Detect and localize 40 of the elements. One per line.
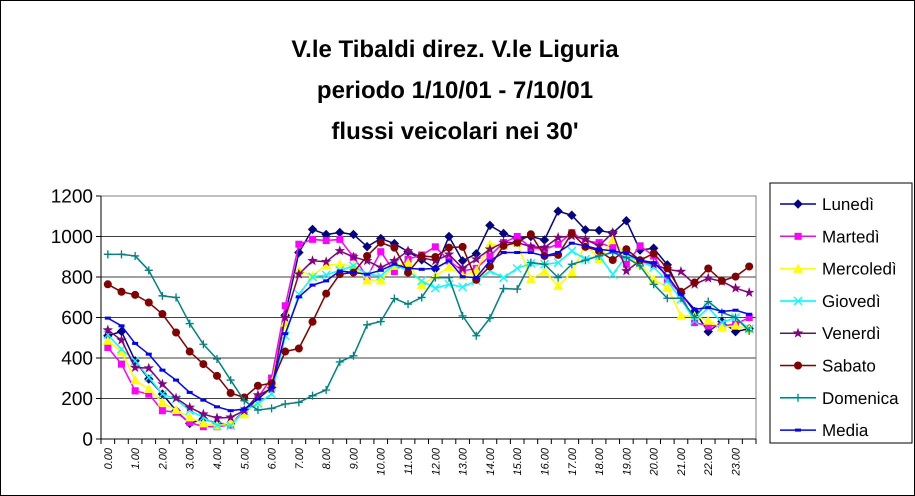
x-tick-label: 21.00: [676, 447, 688, 477]
legend-label: Giovedì: [822, 292, 881, 311]
y-tick-label: 0: [82, 430, 93, 451]
x-tick-label: 16.00: [539, 447, 552, 476]
x-tick-label: 7.00: [294, 447, 306, 470]
x-tick-label: 20.00: [648, 447, 661, 477]
x-tick-label: 2.00: [157, 447, 170, 470]
x-tick-label: 8.00: [321, 447, 334, 470]
y-tick-label: 1200: [50, 186, 93, 208]
x-tick-label: 3.00: [184, 447, 197, 470]
x-tick-label: 4.00: [212, 447, 224, 470]
y-tick-label: 400: [61, 348, 93, 370]
x-tick-label: 0.00: [102, 447, 115, 470]
x-tick-label: 9.00: [348, 447, 360, 470]
y-tick-label: 200: [61, 389, 93, 410]
y-tick-label: 600: [61, 308, 93, 330]
x-tick-label: 17.00: [566, 447, 579, 476]
y-tick-label: 800: [61, 268, 93, 289]
chart-title: V.le Tibaldi direz. V.le Liguria periodo 1/10/01 - 7/10/01 flussi veicolari nei 30': [291, 36, 620, 145]
legend-label: Domenica: [822, 388, 900, 408]
x-tick-label: 23.00: [730, 447, 743, 477]
legend-label: Sabato: [822, 356, 876, 376]
x-tick-label: 19.00: [621, 447, 634, 476]
legend-label: Lunedì: [822, 194, 874, 214]
x-tick-label: 1.00: [130, 447, 142, 470]
legend-label: Venerdì: [822, 324, 881, 344]
legend-label: Martedì: [822, 227, 880, 246]
x-tick-label: 5.00: [239, 447, 252, 470]
y-tick-label: 1000: [50, 227, 93, 248]
x-tick-label: 12.00: [430, 447, 442, 476]
x-tick-label: 18.00: [594, 447, 606, 476]
x-tick-label: 15.00: [512, 447, 524, 476]
x-tick-label: 22.00: [703, 447, 716, 477]
legend-label: Media: [822, 421, 869, 440]
x-tick-label: 6.00: [266, 447, 279, 470]
x-tick-label: 14.00: [484, 447, 497, 476]
x-tick-label: 13.00: [458, 447, 470, 476]
x-tick-label: 10.00: [376, 447, 388, 476]
x-tick-label: 11.00: [403, 447, 416, 475]
legend-label: Mercoledì: [822, 260, 897, 279]
